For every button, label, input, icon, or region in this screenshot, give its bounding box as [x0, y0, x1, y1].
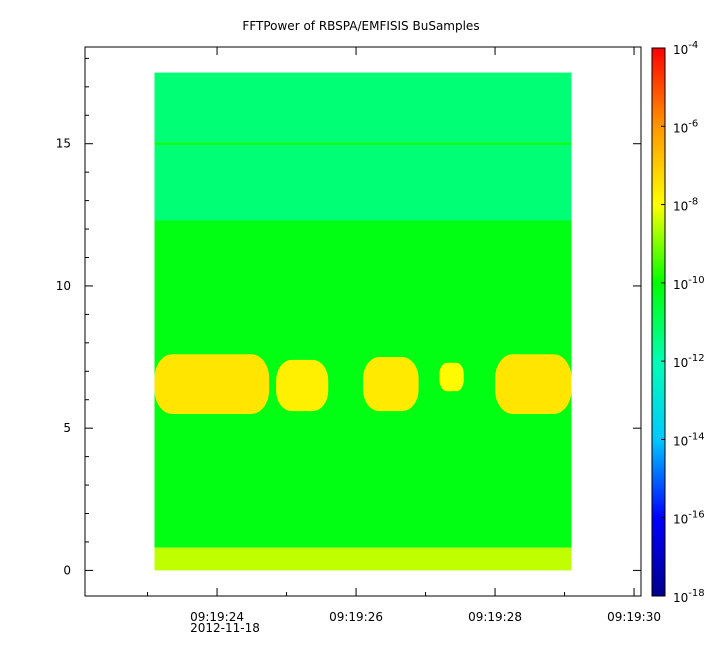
y-tick-label: 0	[63, 563, 71, 577]
chorus-burst-3	[439, 362, 464, 392]
y-tick-label: 5	[63, 421, 71, 435]
chorus-burst-2	[363, 357, 419, 412]
colorbar-tick-label: 10-6	[673, 118, 698, 135]
colorbar-tick-label: 10-10	[673, 275, 705, 292]
chorus-burst-1	[276, 359, 329, 412]
y-axis: 0 5 10 15	[56, 57, 641, 577]
colorbar-ticks: 10-4 10-6 10-8 10-10 10-12 10-14 10-16 10-18	[661, 40, 705, 605]
colorbar-tick-label: 10-8	[673, 197, 698, 214]
colorbar-gradient	[652, 48, 665, 596]
y-tick-label: 15	[56, 137, 71, 151]
plot-area	[84, 46, 642, 597]
x-tick-label: 09:19:24	[190, 610, 244, 624]
plot-frame	[84, 46, 642, 597]
chorus-burst-4	[495, 354, 572, 414]
power-band-0	[154, 72, 572, 221]
x-tick-label: 09:19:30	[607, 610, 661, 624]
y-tick-label: 10	[56, 279, 71, 293]
colorbar-tick-label: 10-14	[673, 431, 705, 448]
x-tick-label: 09:19:28	[468, 610, 522, 624]
colorbar-tick-label: 10-18	[673, 588, 705, 605]
colorbar-tick-label: 10-12	[673, 353, 705, 370]
power-band-2	[154, 547, 572, 571]
heatmap-layer	[154, 72, 572, 571]
colorbar: 10-4 10-6 10-8 10-10 10-12 10-14 10-16 10-18	[651, 40, 705, 605]
chart-title: FFTPower of RBSPA/EMFISIS BuSamples	[242, 19, 479, 33]
colorbar-frame	[651, 47, 666, 597]
x-tick-label: 09:19:26	[329, 610, 383, 624]
x-date-label: 2012-11-18	[190, 621, 260, 635]
x-axis: 2012-11-18 09:19:24 09:19:26 09:19:28 09:19…	[147, 47, 661, 635]
chorus-burst-0	[154, 354, 270, 414]
colorbar-tick-label: 10-4	[673, 40, 698, 57]
colorbar-tick-label: 10-16	[673, 510, 705, 527]
